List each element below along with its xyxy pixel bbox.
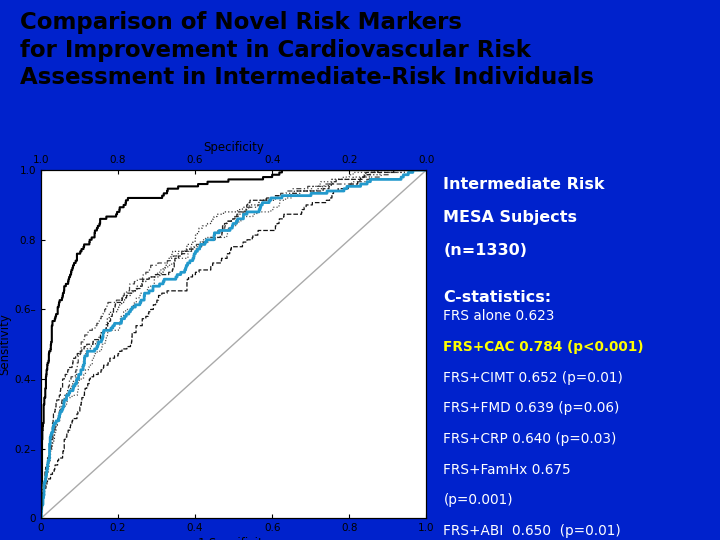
Text: FRS+CAC 0.784 (p<0.001): FRS+CAC 0.784 (p<0.001) xyxy=(444,340,644,354)
Text: FRS+FMD 0.639 (p=0.06): FRS+FMD 0.639 (p=0.06) xyxy=(444,401,620,415)
X-axis label: Specificity: Specificity xyxy=(203,141,264,154)
Text: FRS alone 0.623: FRS alone 0.623 xyxy=(444,309,554,323)
Text: FRS+CIMT 0.652 (p=0.01): FRS+CIMT 0.652 (p=0.01) xyxy=(444,371,624,384)
Text: (p=0.001): (p=0.001) xyxy=(444,494,513,507)
Text: FRS+ABI  0.650  (p=0.01): FRS+ABI 0.650 (p=0.01) xyxy=(444,524,621,538)
Text: (n=1330): (n=1330) xyxy=(444,243,527,258)
Text: FRS+FamHx 0.675: FRS+FamHx 0.675 xyxy=(444,463,571,477)
Text: Intermediate Risk: Intermediate Risk xyxy=(444,177,605,192)
X-axis label: 1-Specificity: 1-Specificity xyxy=(197,537,270,540)
Text: C-statistics:: C-statistics: xyxy=(444,291,552,305)
Text: MESA Subjects: MESA Subjects xyxy=(444,210,577,225)
Text: Comparison of Novel Risk Markers
for Improvement in Cardiovascular Risk
Assessme: Comparison of Novel Risk Markers for Imp… xyxy=(20,11,594,89)
Y-axis label: Sensitivity: Sensitivity xyxy=(0,313,12,375)
Text: FRS+CRP 0.640 (p=0.03): FRS+CRP 0.640 (p=0.03) xyxy=(444,432,617,446)
